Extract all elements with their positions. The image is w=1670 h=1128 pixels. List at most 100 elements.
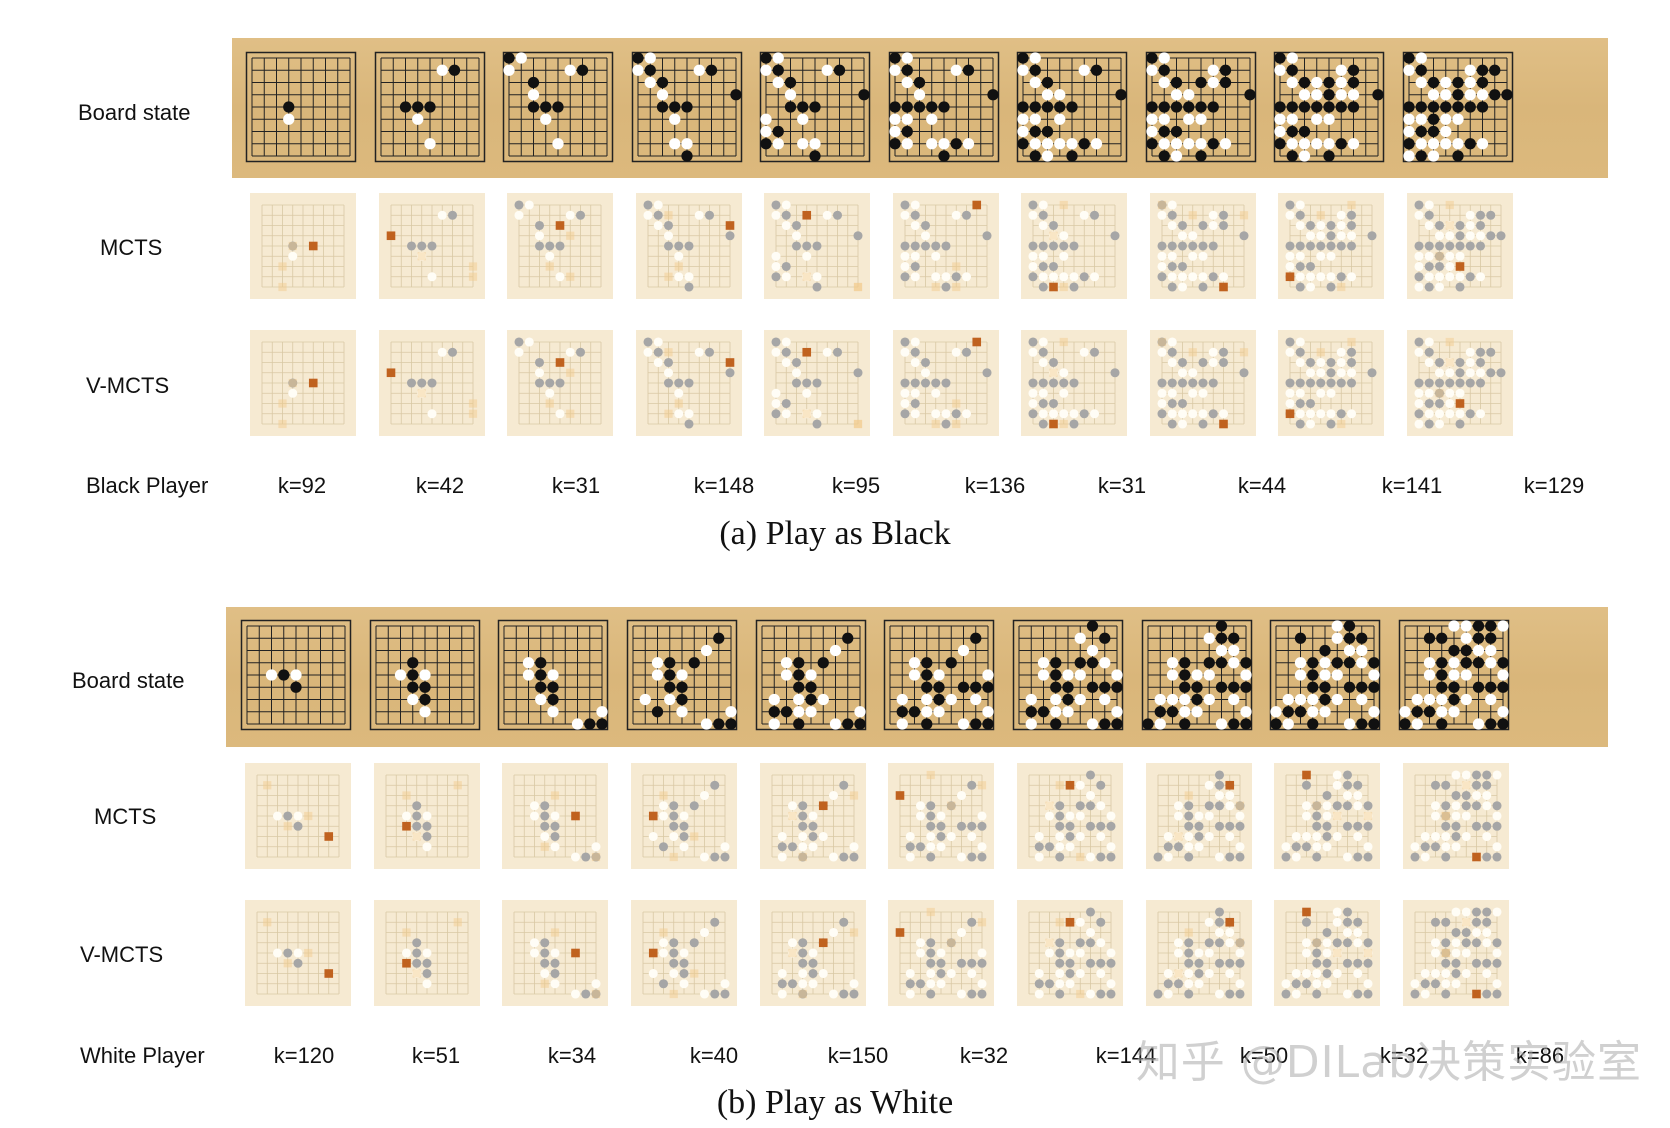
black-stone: [1286, 64, 1298, 76]
best-move-marker: [972, 200, 982, 210]
black-stone: [676, 693, 688, 706]
white-stone: [1146, 113, 1158, 125]
white-stone: [1154, 718, 1166, 730]
watermark: 知乎 @DILab决策实验室: [1135, 1037, 1642, 1088]
black-stone: [1183, 101, 1195, 113]
best-move-marker: [648, 948, 658, 958]
white-stone: [889, 125, 901, 138]
black-stone: [1464, 101, 1476, 113]
black-stone: [1372, 89, 1384, 101]
black-stone: [793, 681, 805, 693]
white-stone: [1286, 76, 1298, 89]
white-stone: [768, 718, 780, 730]
black-stone: [805, 693, 817, 706]
white-stone: [1440, 113, 1452, 125]
white-stone: [547, 706, 559, 718]
white-stone: [290, 669, 302, 681]
policy-heatmap-thumbnail: [1274, 763, 1380, 869]
row-label-player: White Player: [80, 1043, 205, 1068]
white-stone: [1411, 693, 1423, 706]
policy-heatmap-thumbnail: [245, 763, 351, 869]
white-stone: [1427, 89, 1440, 101]
black-stone: [1029, 125, 1041, 138]
board-state-thumbnail: [1269, 619, 1381, 731]
black-stone: [1270, 718, 1282, 730]
black-stone: [1423, 706, 1436, 718]
black-stone: [1415, 150, 1427, 162]
black-stone: [1086, 620, 1099, 632]
black-stone: [1054, 101, 1066, 113]
white-stone: [547, 669, 559, 681]
white-stone: [265, 669, 278, 681]
white-stone: [1440, 138, 1452, 150]
white-stone: [1440, 125, 1452, 138]
policy-heatmap-thumbnail: [245, 900, 351, 1006]
black-stone: [278, 669, 290, 681]
black-stone: [842, 632, 854, 644]
k-value: k=34: [547, 1043, 597, 1068]
black-stone: [1368, 681, 1380, 693]
white-stone: [1368, 669, 1380, 681]
black-stone: [1050, 669, 1062, 681]
white-stone: [1195, 138, 1207, 150]
white-stone: [1319, 669, 1331, 681]
white-stone: [772, 52, 784, 64]
board-state-thumbnail: [1016, 51, 1128, 163]
white-stone: [1331, 669, 1343, 681]
white-stone: [901, 52, 913, 64]
white-stone: [945, 693, 957, 706]
k-value: k=51: [411, 1043, 461, 1068]
k-value: k=40: [689, 1043, 739, 1068]
white-stone: [540, 113, 552, 125]
black-stone: [1472, 681, 1485, 693]
best-move-marker: [402, 821, 411, 831]
white-stone: [1037, 657, 1050, 669]
black-stone: [1244, 89, 1256, 101]
white-stone: [908, 669, 921, 681]
black-stone: [1066, 150, 1078, 162]
policy-heatmap-thumbnail: [888, 763, 994, 869]
white-stone: [1170, 138, 1183, 150]
black-stone: [1403, 101, 1415, 113]
black-stone: [1207, 101, 1219, 113]
black-stone: [970, 681, 982, 693]
policy-heatmap-thumbnail: [760, 900, 866, 1006]
black-stone: [1343, 657, 1356, 669]
white-stone: [1183, 138, 1195, 150]
white-stone: [394, 669, 407, 681]
black-stone: [1203, 657, 1215, 669]
black-stone: [399, 101, 412, 113]
white-stone: [1476, 138, 1489, 150]
best-move-marker: [1472, 989, 1481, 999]
row-label-mcts: MCTS: [94, 804, 157, 829]
white-stone: [1497, 706, 1509, 718]
row-label-player: Black Player: [86, 473, 209, 498]
policy-heatmap-thumbnail: [636, 330, 742, 436]
black-stone: [1207, 138, 1219, 150]
white-stone: [1415, 138, 1427, 150]
white-stone: [1183, 89, 1195, 101]
white-stone: [1399, 706, 1411, 718]
black-stone: [1335, 101, 1347, 113]
white-stone: [817, 693, 829, 706]
white-stone: [829, 644, 842, 657]
best-move-marker: [308, 241, 318, 251]
white-stone: [982, 669, 994, 681]
best-move-marker: [1065, 917, 1075, 927]
black-stone: [1179, 657, 1191, 669]
k-value: k=42: [415, 473, 465, 498]
white-stone: [1335, 64, 1347, 76]
black-stone: [1274, 101, 1286, 113]
black-stone: [713, 718, 725, 730]
black-stone: [1062, 693, 1074, 706]
white-stone: [1050, 706, 1062, 718]
white-stone: [1448, 706, 1460, 718]
black-stone: [908, 706, 921, 718]
white-stone: [1086, 644, 1099, 657]
white-stone: [793, 706, 805, 718]
white-stone: [1427, 150, 1440, 162]
black-stone: [1472, 632, 1485, 644]
white-stone: [503, 64, 515, 76]
best-move-marker: [1225, 780, 1235, 790]
k-value: k=136: [964, 473, 1026, 498]
